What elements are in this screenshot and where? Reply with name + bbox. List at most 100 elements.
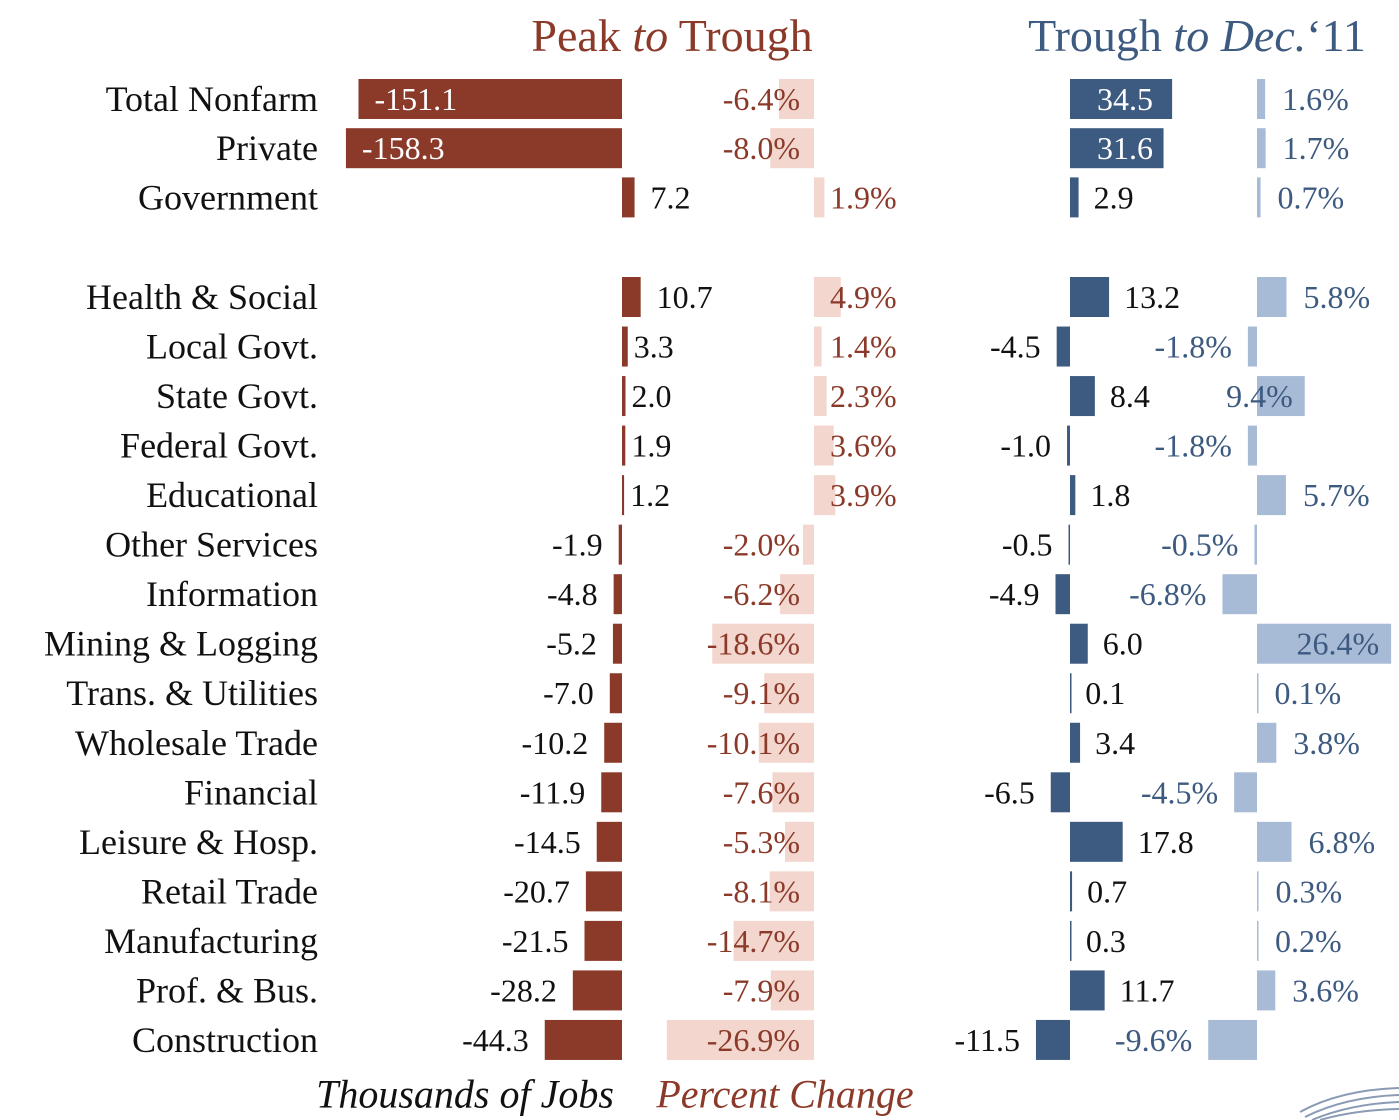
bar xyxy=(604,722,622,763)
data-label: -11.5 xyxy=(954,1022,1019,1058)
data-label: 3.4 xyxy=(1095,725,1135,761)
data-label: 3.9% xyxy=(830,477,897,513)
category-label: Health & Social xyxy=(86,277,318,317)
category-label: Educational xyxy=(146,475,318,515)
bar xyxy=(622,425,626,466)
bar xyxy=(1257,79,1266,119)
bar xyxy=(1056,326,1070,367)
bar xyxy=(1257,475,1286,516)
data-label: 1.2 xyxy=(630,477,670,513)
data-label: -6.5 xyxy=(984,774,1035,810)
data-label: -6.8% xyxy=(1129,576,1206,612)
data-label: 6.0 xyxy=(1103,626,1143,662)
axis-label: Thousands of Jobs xyxy=(316,1072,614,1117)
bar xyxy=(814,376,827,417)
bar xyxy=(1257,277,1287,317)
bar xyxy=(1257,128,1266,169)
data-label: -4.5 xyxy=(990,329,1041,365)
data-label: -28.2 xyxy=(490,972,557,1008)
bar xyxy=(1070,376,1095,417)
axis-label: Percent Change xyxy=(655,1072,913,1117)
bar xyxy=(814,425,834,466)
bar xyxy=(770,128,814,169)
category-label: Wholesale Trade xyxy=(75,723,318,763)
data-label: -6.2% xyxy=(723,576,800,612)
bar xyxy=(769,871,814,912)
data-label: -7.0 xyxy=(543,675,594,711)
category-label: Private xyxy=(216,128,318,168)
bar xyxy=(345,128,622,169)
bar xyxy=(622,326,628,367)
bar xyxy=(1067,425,1070,466)
data-label: -7.9% xyxy=(723,972,800,1008)
bar xyxy=(785,821,814,862)
bar xyxy=(1257,376,1305,417)
bar xyxy=(814,326,822,367)
bar xyxy=(1208,1019,1257,1060)
data-label: 3.6% xyxy=(830,428,897,464)
data-label: 34.5 xyxy=(1097,81,1153,117)
data-label: -7.6% xyxy=(723,774,800,810)
data-label: 0.3% xyxy=(1276,873,1343,909)
bar xyxy=(1234,772,1257,813)
data-label: 26.4% xyxy=(1296,626,1379,662)
logo xyxy=(1299,1087,1399,1120)
bar xyxy=(622,376,626,417)
bar xyxy=(1070,475,1076,516)
data-label: -8.0% xyxy=(723,130,800,166)
bar xyxy=(584,920,622,961)
bar xyxy=(609,673,622,714)
bar xyxy=(1070,277,1110,317)
bar xyxy=(544,1019,622,1060)
data-label: 5.7% xyxy=(1303,477,1370,513)
data-label: 17.8 xyxy=(1138,824,1194,860)
bar xyxy=(666,1019,814,1060)
bar xyxy=(1257,920,1259,961)
bar xyxy=(612,623,622,664)
category-label: Mining & Logging xyxy=(44,624,318,664)
bar xyxy=(1070,722,1081,763)
data-label: -14.7% xyxy=(707,923,800,959)
data-label: -1.8% xyxy=(1155,329,1232,365)
data-label: -44.3 xyxy=(462,1022,529,1058)
data-label: 10.7 xyxy=(657,279,713,315)
bar xyxy=(1070,871,1073,912)
data-label: -14.5 xyxy=(514,824,581,860)
category-label: Total Nonfarm xyxy=(106,79,318,119)
data-label: 31.6 xyxy=(1097,130,1153,166)
bar xyxy=(1070,970,1105,1011)
bar xyxy=(1070,920,1072,961)
bar xyxy=(622,177,635,218)
data-label: -4.5% xyxy=(1141,774,1218,810)
category-label: Other Services xyxy=(105,525,318,565)
bar xyxy=(1257,673,1259,714)
data-label: 0.2% xyxy=(1275,923,1342,959)
bar xyxy=(622,277,641,317)
bar xyxy=(778,79,814,119)
data-label: -9.6% xyxy=(1115,1022,1192,1058)
bar xyxy=(814,177,825,218)
data-label: -1.0 xyxy=(1000,428,1051,464)
data-label: -0.5 xyxy=(1002,527,1053,563)
title-part: Trough xyxy=(1028,10,1173,61)
bar xyxy=(733,920,814,961)
bar xyxy=(770,970,814,1011)
bar xyxy=(1257,623,1392,664)
data-label: 13.2 xyxy=(1124,279,1180,315)
data-label: 0.3 xyxy=(1086,923,1126,959)
data-label: -0.5% xyxy=(1161,527,1238,563)
title-part: Trough xyxy=(668,10,812,61)
bar xyxy=(1257,970,1276,1011)
data-label: -10.1% xyxy=(707,725,800,761)
data-label: -21.5 xyxy=(502,923,569,959)
data-label: 9.4% xyxy=(1226,378,1293,414)
bar xyxy=(1070,128,1164,169)
bar xyxy=(1070,821,1123,862)
title-part: to xyxy=(632,10,668,61)
bar xyxy=(1257,821,1292,862)
category-label: Federal Govt. xyxy=(120,426,318,466)
data-label: 7.2 xyxy=(651,179,691,215)
panel-title: Peak to Trough xyxy=(531,10,812,61)
bar xyxy=(1070,673,1072,714)
